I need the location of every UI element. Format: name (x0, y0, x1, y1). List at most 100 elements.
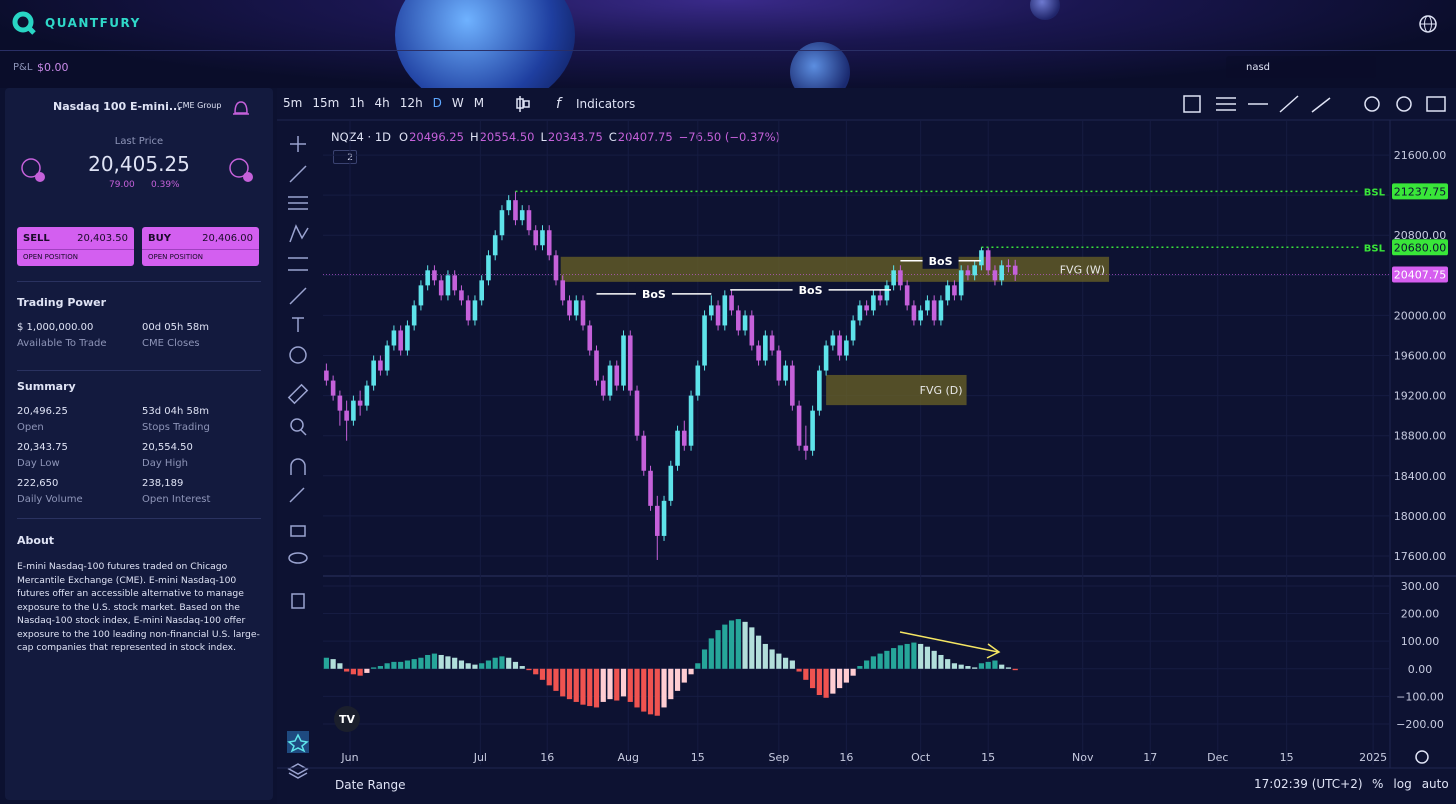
histogram-bar (796, 668, 802, 672)
interval-button[interactable]: 4h (374, 96, 390, 110)
indicators-button[interactable]: Indicators (576, 97, 636, 111)
histogram-bar (715, 630, 721, 669)
price-change: 79.00 (109, 180, 135, 190)
interval-button[interactable]: 12h (399, 96, 423, 110)
histogram-bar (769, 649, 775, 669)
histogram-bar (897, 645, 903, 669)
drawing-toolbar[interactable] (287, 136, 309, 779)
buy-action[interactable]: OPEN POSITION (148, 253, 203, 261)
histogram-bar (438, 654, 444, 669)
y-tick-label: 19200.00 (1394, 390, 1447, 403)
sell-button[interactable]: SELL 20,403.50 OPEN POSITION (17, 227, 134, 266)
candle-body (600, 380, 606, 396)
x-tick-label: 15 (1280, 751, 1294, 764)
price-change-pct: 0.39% (151, 180, 180, 190)
legend-value: 20554.50 (479, 130, 535, 144)
candle-body (384, 345, 390, 371)
candle-body (668, 465, 674, 501)
candle-body (364, 385, 370, 406)
histogram-bar (539, 668, 546, 680)
histogram-bar (958, 664, 964, 669)
sell-price[interactable]: 20,403.50 (77, 233, 128, 244)
histogram-bar (938, 654, 944, 669)
candle-body (533, 230, 539, 246)
histogram-bar (708, 638, 714, 669)
candle-body (519, 210, 525, 221)
candle-body (709, 305, 714, 316)
interval-button[interactable]: D (432, 96, 442, 110)
info-value: 20,343.75 (17, 442, 68, 453)
level-label: BSL (1364, 243, 1386, 254)
histogram-bar (965, 666, 971, 669)
candle-body (857, 305, 863, 321)
sell-label[interactable]: SELL (23, 233, 50, 244)
scale-option[interactable]: log (1393, 777, 1412, 791)
histogram-bar (506, 657, 512, 669)
histogram-bar (344, 668, 350, 672)
info-label: Day High (142, 458, 188, 469)
tradingview-logo[interactable] (334, 706, 360, 732)
buy-label[interactable]: BUY (148, 233, 171, 244)
scale-option[interactable]: auto (1421, 777, 1449, 791)
candle-body (398, 330, 403, 351)
candle-body (621, 335, 626, 386)
histogram-bar (418, 657, 424, 669)
alert-icon[interactable] (229, 96, 253, 120)
legend-change: −76.50 (−0.37%) (678, 130, 781, 144)
search-text[interactable]: nasd (1246, 62, 1271, 73)
histogram-bar (823, 668, 829, 698)
histogram-bar (735, 619, 741, 669)
buy-price[interactable]: 20,406.00 (202, 233, 253, 244)
histogram-bar (999, 664, 1005, 669)
histogram-bar (614, 668, 620, 701)
y-tick-label: 18800.00 (1394, 430, 1447, 443)
bos-label-bg (635, 285, 672, 302)
scale-option[interactable]: % (1372, 777, 1384, 791)
histogram-bar (371, 667, 377, 669)
candle-body (1012, 265, 1018, 275)
buy-button[interactable]: BUY 20,406.00 OPEN POSITION (142, 227, 259, 266)
globe-icon[interactable] (1418, 14, 1438, 34)
interval-button[interactable]: 1h (349, 96, 365, 110)
histogram-bar (533, 668, 539, 675)
histogram-bar (782, 657, 789, 669)
section-title: Summary (17, 380, 76, 393)
sell-action[interactable]: OPEN POSITION (23, 253, 78, 261)
x-tick-label: Jul (473, 751, 487, 764)
settings-icon[interactable] (1415, 750, 1429, 764)
candle-body (425, 270, 430, 286)
info-value: 53d 04h 58m (142, 406, 209, 417)
interval-button[interactable]: 15m (312, 96, 340, 110)
histogram-bar (634, 668, 640, 708)
top-toolbar-icons[interactable]: f (516, 95, 1446, 113)
candle-body (675, 430, 680, 466)
search-box[interactable] (1226, 56, 1376, 78)
logo[interactable] (12, 11, 38, 37)
histogram-bar (688, 668, 694, 675)
interval-button[interactable]: 5m (283, 96, 303, 110)
histogram-bar (553, 668, 559, 691)
candle-body (898, 270, 903, 286)
interval-button[interactable]: W (451, 96, 464, 110)
y-tick-label: 200.00 (1401, 608, 1440, 621)
info-value: $ 1,000,000.00 (17, 322, 94, 333)
candle-body (722, 295, 728, 326)
histogram-bar (377, 666, 384, 669)
x-tick-label: Sep (768, 751, 789, 764)
candle-body (344, 410, 349, 421)
histogram-bar (918, 643, 924, 669)
histogram-bar (560, 668, 566, 697)
bull-icon[interactable] (227, 156, 257, 186)
y-tick-label: 18400.00 (1394, 470, 1447, 483)
histogram-bar (816, 668, 822, 696)
candle-body (560, 280, 566, 301)
bear-icon[interactable] (19, 156, 49, 186)
candle-body (904, 285, 910, 306)
histogram-bar (722, 624, 728, 669)
interval-button[interactable]: M (473, 96, 485, 110)
histogram-bar (830, 668, 836, 694)
date-range-button[interactable]: Date Range (335, 778, 406, 792)
candle-body (864, 305, 869, 311)
candle-body (938, 300, 944, 321)
